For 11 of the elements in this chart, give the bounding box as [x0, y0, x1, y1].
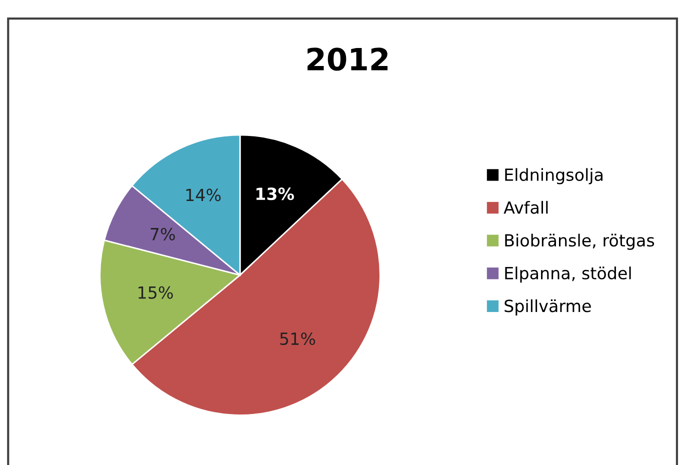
legend-label: Biobränsle, rötgas — [505, 234, 654, 250]
data-label: 51% — [280, 332, 316, 346]
data-label: 7% — [150, 228, 175, 240]
chart-title: 2012 — [308, 48, 388, 71]
legend-label: Spillvärme — [504, 299, 591, 316]
legend-label: Avfall — [504, 200, 548, 214]
data-label: 13% — [256, 188, 294, 200]
data-label: 15% — [138, 286, 173, 299]
legend-label: Eldningsolja — [505, 168, 602, 184]
data-label: 14% — [186, 188, 221, 202]
legend-label: Elpanna, stödel — [505, 266, 631, 283]
